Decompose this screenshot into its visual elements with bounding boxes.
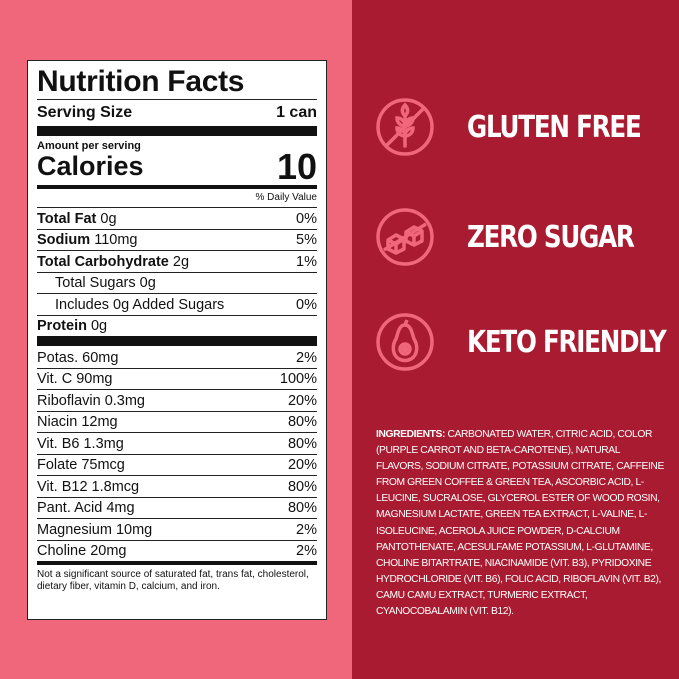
nutrient-row: Includes 0g Added Sugars 0% [37,293,317,315]
nutrient-label: Total Fat [37,210,97,227]
vitamin-dv: 100% [279,371,317,387]
nutrient-name: Total Carbohydrate 2g [37,252,189,272]
nutrient-name: Total Sugars 0g [37,273,156,293]
vitamin-row: Niacin 12mg 80% [37,410,317,433]
vitamin-row: Potas. 60mg 2% [37,346,317,368]
vitamin-row: Magnesium 10mg 2% [37,518,317,540]
vitamin-name: Potas. 60mg [37,349,119,366]
vitamin-name: Magnesium 10mg [37,521,153,538]
vitamin-dv: 80% [287,414,317,430]
nutrient-name: Protein 0g [37,316,107,336]
vitamin-dv: 20% [287,457,317,473]
nutrient-name: Includes 0g Added Sugars [37,295,224,315]
divider [37,126,317,136]
nutrient-name: Sodium 110mg [37,230,137,250]
ingredients-text: INGREDIENTS: CARBONATED WATER, CITRIC AC… [376,427,666,620]
vitamin-row: Vit. B12 1.8mcg 80% [37,475,317,497]
nutrient-dv: 5% [296,232,317,248]
avocado-icon [376,313,434,371]
nutrient-amount: 0g [100,210,117,227]
nutrition-facts-label: Nutrition Facts Serving Size 1 can Amoun… [27,60,327,620]
vitamin-name: Choline 20mg [37,543,127,559]
divider [37,336,317,346]
nutrient-row: Sodium 110mg 5% [37,228,317,251]
calories-value: 10 [276,146,317,187]
divider [37,561,317,565]
vitamin-dv: 2% [296,349,317,366]
calories-label: Calories [37,151,144,181]
nutrition-title: Nutrition Facts [37,65,245,98]
ingredients-list: CARBONATED WATER, CITRIC ACID, COLOR (PU… [376,429,664,618]
nutrient-row: Total Carbohydrate 2g 1% [37,250,317,272]
no-wheat-icon [376,98,434,156]
vitamin-name: Vit. B6 1.3mg [37,435,124,452]
vitamin-name: Riboflavin 0.3mg [37,392,145,409]
claim-label: KETO FRIENDLY [467,324,667,360]
nutrient-label: Protein [37,318,87,334]
calories-row: Calories 10 [37,146,317,187]
nutrient-dv: 0% [296,296,317,313]
nutrient-amount: 0g [139,275,156,291]
serving-size-value: 1 can [276,104,317,121]
left-panel: Nutrition Facts Serving Size 1 can Amoun… [0,0,352,679]
nutrient-row: Total Fat 0g 0% [37,207,317,229]
nutrient-dv: 0% [296,210,317,227]
nutrient-label: Total Sugars [55,275,136,291]
vitamin-row: Vit. C 90mg 100% [37,367,317,390]
amount-per-serving: Amount per serving [37,140,141,152]
serving-size-label: Serving Size [37,104,133,121]
nutrient-amount: 0g [90,318,108,334]
claim-label: ZERO SUGAR [467,219,635,255]
nutrient-row: Protein 0g [37,314,317,337]
divider [37,185,317,189]
vitamin-name: Vit. B12 1.8mcg [37,478,140,495]
claim-keto-friendly: KETO FRIENDLY [374,311,679,373]
nutrient-row: Total Sugars 0g [37,271,317,294]
daily-value-header: % Daily Value [255,192,317,203]
serving-size-row: Serving Size 1 can [37,99,317,125]
vitamin-dv: 20% [287,392,317,409]
nutrient-name: Total Fat 0g [37,209,117,229]
vitamin-dv: 80% [287,500,317,516]
vitamin-row: Pant. Acid 4mg 80% [37,496,317,519]
vitamin-name: Folate 75mcg [37,457,125,473]
vitamin-row: Vit. B6 1.3mg 80% [37,432,317,454]
nutrient-dv: 1% [296,253,317,270]
vitamin-dv: 80% [287,435,317,452]
vitamin-dv: 2% [296,521,317,538]
nutrient-label: Sodium [37,232,91,248]
claim-label: GLUTEN FREE [467,109,642,145]
claim-zero-sugar: ZERO SUGAR [374,206,670,268]
vitamin-dv: 80% [287,478,317,495]
nutrient-amount: 110mg [94,232,138,248]
claim-gluten-free: GLUTEN FREE [374,96,679,158]
vitamin-name: Pant. Acid 4mg [37,500,135,516]
ingredients-heading: INGREDIENTS: [376,429,445,440]
right-panel: GLUTEN FREE ZERO SUGAR KETO FRIENDLY ING… [352,0,679,679]
nutrient-label: Includes 0g Added Sugars [55,296,225,313]
nutrient-amount: 2g [172,253,190,270]
vitamin-name: Niacin 12mg [37,414,118,430]
vitamin-name: Vit. C 90mg [37,371,113,387]
vitamin-dv: 2% [296,543,317,559]
vitamin-row: Riboflavin 0.3mg 20% [37,389,317,411]
vitamin-row: Choline 20mg 2% [37,539,317,562]
nutrient-label: Total Carbohydrate [37,253,169,270]
no-sugar-cubes-icon [376,208,434,266]
footnote: Not a significant source of saturated fa… [37,569,309,592]
vitamin-row: Folate 75mcg 20% [37,453,317,476]
